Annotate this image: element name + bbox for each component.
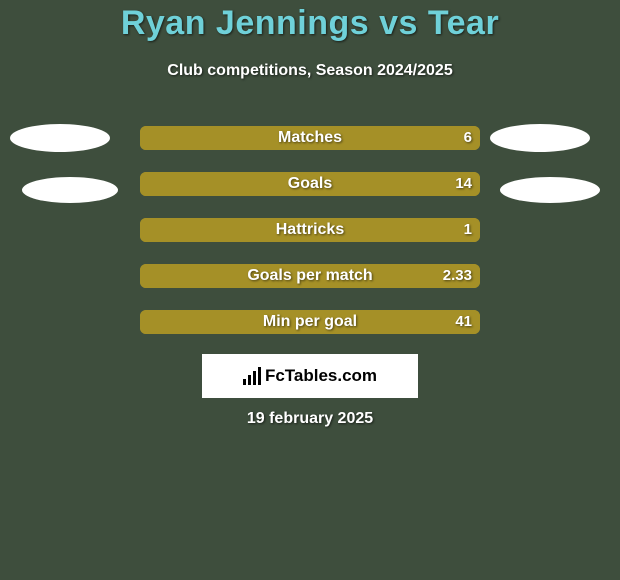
date-line: 19 february 2025 xyxy=(0,410,620,428)
stat-bar-fill xyxy=(140,218,480,242)
player-avatar-right-1 xyxy=(490,124,590,152)
stat-row: Min per goal41 xyxy=(140,310,480,334)
bar-chart-icon xyxy=(243,367,261,385)
player-avatar-right-2 xyxy=(500,177,600,203)
stat-row: Goals per match2.33 xyxy=(140,264,480,288)
stats-bars: Matches6 Goals14 Hattricks1 Goals per match… xyxy=(140,126,480,356)
player-avatar-left-1 xyxy=(10,124,110,152)
brand-text: FcTables.com xyxy=(265,366,377,386)
comparison-infographic: Ryan Jennings vs Tear Club competitions,… xyxy=(0,0,620,580)
page-title: Ryan Jennings vs Tear xyxy=(0,4,620,43)
stat-bar-fill xyxy=(140,172,480,196)
stat-bar-fill xyxy=(140,126,480,150)
stat-row: Goals14 xyxy=(140,172,480,196)
subtitle: Club competitions, Season 2024/2025 xyxy=(0,62,620,80)
brand-badge[interactable]: FcTables.com xyxy=(202,354,418,398)
stat-bar-fill xyxy=(140,264,480,288)
player-avatar-left-2 xyxy=(22,177,118,203)
stat-row: Hattricks1 xyxy=(140,218,480,242)
stat-bar-fill xyxy=(140,310,480,334)
stat-row: Matches6 xyxy=(140,126,480,150)
